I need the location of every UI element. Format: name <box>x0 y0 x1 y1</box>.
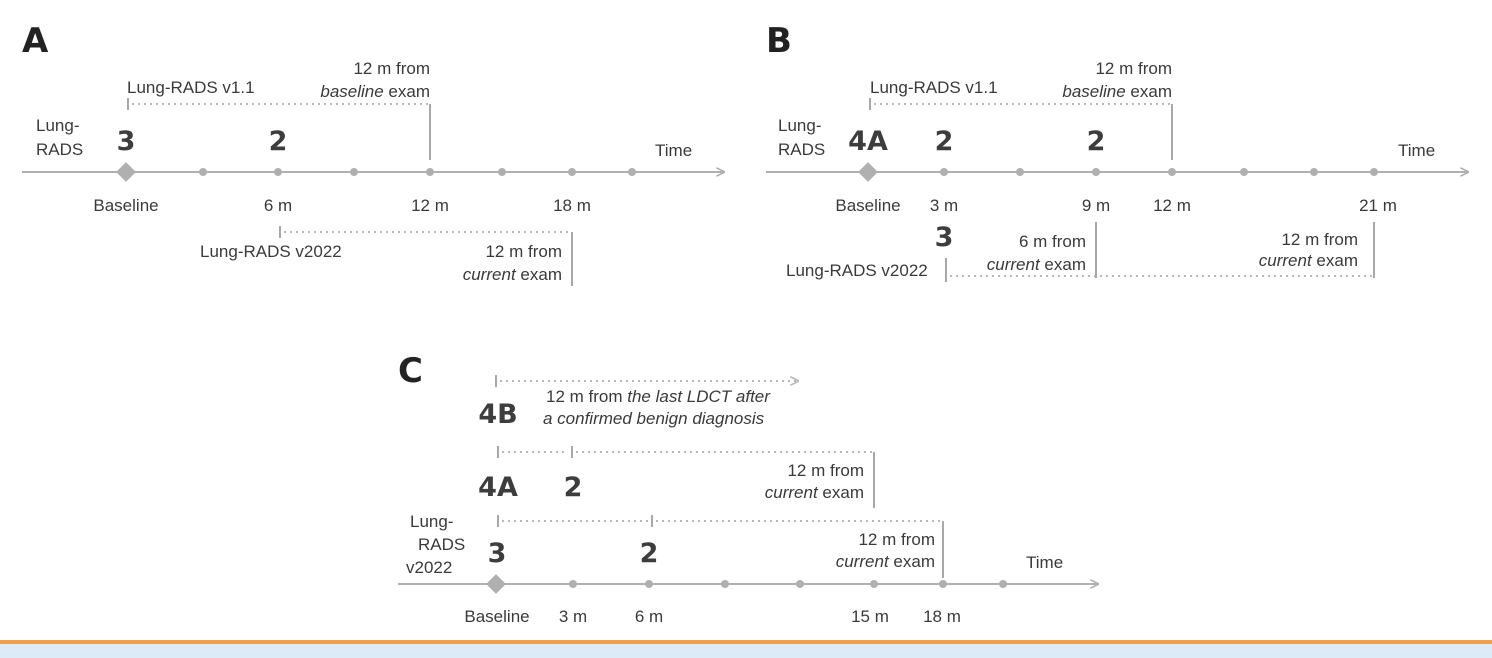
panel-b-baseline-diamond <box>858 162 878 182</box>
panel-c-category-3: 3 <box>488 538 507 569</box>
panel-b: B Lung- RADS Lung-RADS v1.1 12 m from ba… <box>766 21 1468 282</box>
panel-c-4b-note-line1: 12 m from the last LDCT after <box>546 387 771 406</box>
panel-a-letter: A <box>22 21 49 61</box>
panel-a-tick-3m <box>199 168 207 176</box>
panel-a-category-6m: 2 <box>269 126 288 157</box>
panel-b-lung-rads-label-1: Lung- <box>778 116 821 135</box>
panel-a-v11-label: Lung-RADS v1.1 <box>127 78 255 97</box>
panel-c-tick-label-baseline: Baseline <box>464 607 529 626</box>
panel-c-3-note-line2: current exam <box>836 552 935 571</box>
panel-c-tick-12m <box>796 580 804 588</box>
panel-c-4b-note-line2: a confirmed benign diagnosis <box>543 409 765 428</box>
panel-c-category-4a: 4A <box>478 472 518 503</box>
panel-c: C 4B 12 m from the last LDCT after a con… <box>398 351 1098 626</box>
panel-c-tick-6m <box>645 580 653 588</box>
panel-b-letter: B <box>766 21 792 61</box>
panel-a-tick-label-18m: 18 m <box>553 196 591 215</box>
panel-b-v11-note-line2: baseline exam <box>1062 82 1172 101</box>
footer-accent-line <box>0 640 1492 644</box>
panel-b-tick-label-21m: 21 m <box>1359 196 1397 215</box>
panel-a-time-label: Time <box>655 141 692 160</box>
panel-c-tick-15m <box>870 580 878 588</box>
panel-b-6m-note-line1: 6 m from <box>1019 232 1086 251</box>
panel-a-lung-rads-label-2: RADS <box>36 140 83 159</box>
panel-b-tick-21m <box>1370 168 1378 176</box>
panel-c-tick-18m <box>939 580 947 588</box>
panel-c-tick-3m <box>569 580 577 588</box>
panel-b-category-9m: 2 <box>1087 126 1106 157</box>
panel-a-category-baseline: 3 <box>117 126 136 157</box>
panel-a-tick-label-6m: 6 m <box>264 196 292 215</box>
panel-c-time-label: Time <box>1026 553 1063 572</box>
panel-b-tick-label-9m: 9 m <box>1082 196 1110 215</box>
panel-b-category-baseline: 4A <box>848 126 888 157</box>
panel-a-tick-15m <box>498 168 506 176</box>
panel-b-tick-label-12m: 12 m <box>1153 196 1191 215</box>
panel-a-tick-label-baseline: Baseline <box>93 196 158 215</box>
panel-c-tick-9m <box>721 580 729 588</box>
panel-b-tick-12m <box>1168 168 1176 176</box>
panel-b-lung-rads-label-2: RADS <box>778 140 825 159</box>
panel-c-tick-21m <box>999 580 1007 588</box>
panel-a-tick-9m <box>350 168 358 176</box>
panel-a: A Lung- RADS Lung-RADS v1.1 12 m from ba… <box>22 21 724 286</box>
panel-c-category-4a-followup: 2 <box>564 472 583 503</box>
panel-b-tick-6m <box>1016 168 1024 176</box>
panel-b-12m-note-line2: current exam <box>1259 251 1358 270</box>
panel-a-tick-18m <box>568 168 576 176</box>
panel-b-tick-15m <box>1240 168 1248 176</box>
panel-b-category-3m: 2 <box>935 126 954 157</box>
panel-a-baseline-diamond <box>116 162 136 182</box>
panel-b-tick-label-baseline: Baseline <box>835 196 900 215</box>
panel-c-lung-rads-label-1: Lung- <box>410 512 453 531</box>
panel-b-v11-label: Lung-RADS v1.1 <box>870 78 998 97</box>
panel-c-4a-note-line2: current exam <box>765 483 864 502</box>
lung-rads-timeline-diagram: A Lung- RADS Lung-RADS v1.1 12 m from ba… <box>22 21 1492 626</box>
panel-b-v2022-label: Lung-RADS v2022 <box>786 261 928 280</box>
panel-a-v2022-note-line2: current exam <box>463 265 562 284</box>
panel-c-category-4b: 4B <box>478 399 517 430</box>
panel-c-lung-rads-label-2: RADS <box>418 535 465 554</box>
panel-c-tick-label-6m: 6 m <box>635 607 663 626</box>
panel-b-time-label: Time <box>1398 141 1435 160</box>
panel-a-v11-note-line2: baseline exam <box>320 82 430 101</box>
panel-c-tick-label-18m: 18 m <box>923 607 961 626</box>
panel-c-3-note-line1: 12 m from <box>858 530 935 549</box>
panel-a-tick-label-12m: 12 m <box>411 196 449 215</box>
panel-c-letter: C <box>398 351 423 391</box>
panel-c-tick-label-3m: 3 m <box>559 607 587 626</box>
panel-b-tick-9m <box>1092 168 1100 176</box>
panel-c-4a-note-line1: 12 m from <box>787 461 864 480</box>
panel-b-tick-label-3m: 3 m <box>930 196 958 215</box>
panel-a-tick-12m <box>426 168 434 176</box>
panel-b-12m-note-line1: 12 m from <box>1281 230 1358 249</box>
panel-b-tick-18m <box>1310 168 1318 176</box>
panel-b-v2022-category: 3 <box>935 222 954 253</box>
panel-c-category-3-followup: 2 <box>640 538 659 569</box>
footer-band <box>0 644 1492 658</box>
panel-b-6m-note-line2: current exam <box>987 255 1086 274</box>
panel-a-tick-6m <box>274 168 282 176</box>
panel-c-tick-label-15m: 15 m <box>851 607 889 626</box>
panel-c-baseline-diamond <box>486 574 506 594</box>
panel-a-tick-21m <box>628 168 636 176</box>
panel-a-v2022-label: Lung-RADS v2022 <box>200 242 342 261</box>
panel-b-tick-3m <box>940 168 948 176</box>
panel-a-lung-rads-label-1: Lung- <box>36 116 79 135</box>
panel-a-v11-note-line1: 12 m from <box>353 59 430 78</box>
panel-b-v11-note-line1: 12 m from <box>1095 59 1172 78</box>
panel-a-v2022-note-line1: 12 m from <box>485 242 562 261</box>
panel-c-lung-rads-label-3: v2022 <box>406 558 452 577</box>
